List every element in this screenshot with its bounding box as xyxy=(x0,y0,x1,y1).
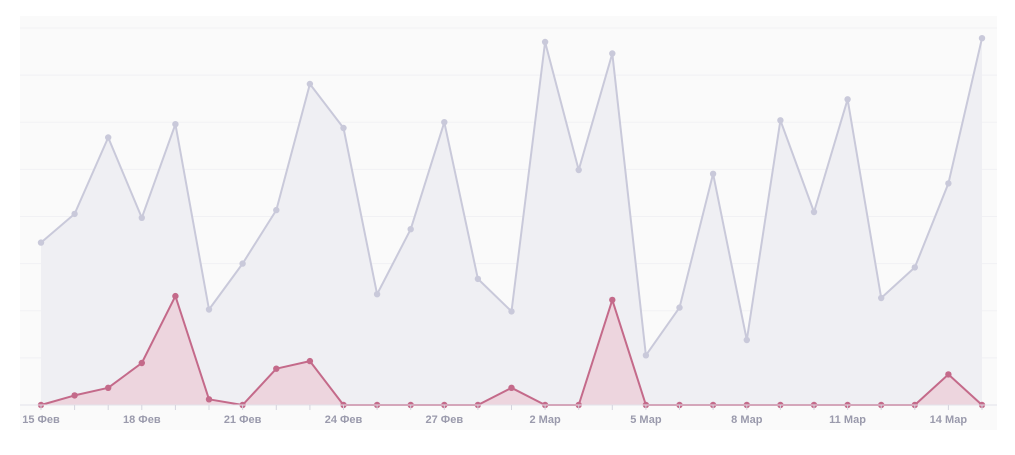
series-0-point xyxy=(138,214,145,221)
series-0-point xyxy=(844,96,851,103)
series-1-point xyxy=(205,396,213,403)
series-1-point xyxy=(71,392,78,399)
x-axis-ticks xyxy=(40,405,983,410)
series-0-point xyxy=(273,206,280,214)
series-0-point xyxy=(810,208,818,216)
series-points xyxy=(37,35,986,409)
series-0-point xyxy=(407,226,414,233)
series-0-point xyxy=(878,294,885,302)
series-0-point xyxy=(508,308,515,315)
x-tick-label: 18 Фев xyxy=(123,414,161,426)
series-0-point xyxy=(306,80,314,88)
series-0-point xyxy=(105,134,112,141)
series-0-point xyxy=(676,304,683,311)
series-0-point xyxy=(541,38,549,46)
x-tick-label: 5 Мар xyxy=(630,414,662,426)
series-0-point xyxy=(777,117,784,124)
series-0-point xyxy=(239,260,246,267)
series-0-point xyxy=(911,264,918,271)
series-1-point xyxy=(105,384,112,391)
series-1-point xyxy=(508,384,515,391)
series-areas xyxy=(41,38,982,405)
x-tick-label: 2 Мар xyxy=(529,414,561,426)
series-0-point xyxy=(945,180,952,187)
series-1-point xyxy=(138,359,145,367)
x-tick-label: 14 Мар xyxy=(930,414,968,426)
x-tick-label: 8 Мар xyxy=(731,414,763,426)
series-1-point xyxy=(306,357,314,365)
x-tick-label: 11 Мар xyxy=(829,414,866,426)
series-0-point xyxy=(575,166,582,174)
series-0-point xyxy=(743,336,750,344)
x-tick-label: 21 Фев xyxy=(224,414,262,426)
series-1-area xyxy=(41,296,982,405)
series-0-point xyxy=(172,121,179,128)
x-tick-label: 24 Фев xyxy=(325,414,363,426)
series-0-point xyxy=(709,170,717,177)
series-0-point xyxy=(373,291,381,298)
series-0-point xyxy=(642,352,650,359)
x-tick-label: 15 Фев xyxy=(22,414,60,426)
series-0-point xyxy=(340,124,347,132)
x-axis-tick-labels: 15 Фев 18 Фев 21 Фев 24 Фев 27 Фев 2 Мар 5 Мар… xyxy=(22,414,967,426)
series-0-point xyxy=(609,50,616,57)
series-0-area xyxy=(41,38,982,405)
series-1-point xyxy=(172,292,179,300)
series-1-point xyxy=(945,371,952,378)
series-0-point xyxy=(205,306,213,313)
series-0-point xyxy=(37,239,45,246)
series-0-point xyxy=(441,119,448,126)
series-0-point xyxy=(474,275,482,283)
series-1-point xyxy=(609,296,616,304)
series-0-point xyxy=(71,210,78,218)
series-1-point xyxy=(273,365,280,372)
x-tick-label: 27 Фев xyxy=(426,414,464,426)
series-0-point xyxy=(978,35,986,42)
